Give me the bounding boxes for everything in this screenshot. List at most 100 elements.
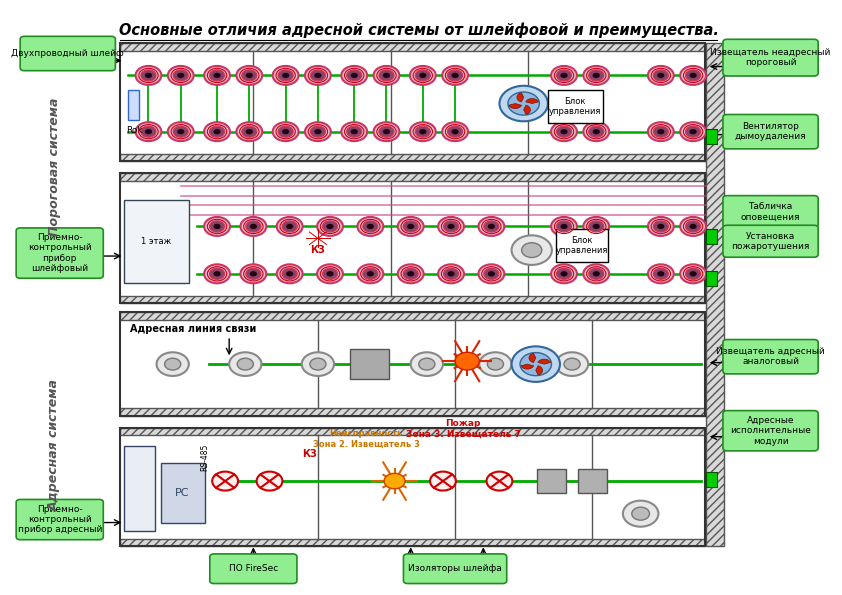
Circle shape: [593, 129, 600, 134]
Bar: [120, 408, 706, 416]
Circle shape: [442, 122, 468, 141]
Circle shape: [653, 221, 669, 232]
Circle shape: [488, 358, 504, 370]
Circle shape: [593, 224, 600, 229]
Circle shape: [584, 122, 609, 141]
Circle shape: [561, 129, 568, 134]
Circle shape: [210, 268, 225, 279]
Text: Двухпроводный шлейф: Двухпроводный шлейф: [12, 49, 124, 58]
Circle shape: [623, 500, 658, 527]
Circle shape: [680, 264, 706, 283]
Circle shape: [141, 126, 156, 137]
Circle shape: [479, 352, 512, 376]
Circle shape: [448, 126, 462, 137]
FancyBboxPatch shape: [723, 411, 818, 451]
Circle shape: [282, 268, 297, 279]
Circle shape: [141, 70, 156, 81]
Wedge shape: [521, 364, 534, 369]
Circle shape: [350, 129, 358, 134]
Circle shape: [165, 358, 181, 370]
Circle shape: [488, 224, 495, 229]
Bar: [556, 230, 609, 262]
Text: Табличка
оповещения: Табличка оповещения: [741, 202, 800, 221]
Bar: [350, 349, 389, 379]
Text: Приемно-
контрольный
прибор
шлейфовый: Приемно- контрольный прибор шлейфовый: [28, 233, 92, 273]
Circle shape: [305, 66, 331, 85]
Text: Адресные
исполнительные
модули: Адресные исполнительные модули: [730, 416, 811, 446]
Bar: [120, 428, 706, 546]
Wedge shape: [524, 105, 530, 114]
Bar: [120, 173, 706, 303]
Circle shape: [237, 66, 262, 85]
Circle shape: [358, 217, 383, 236]
Circle shape: [593, 271, 600, 277]
Circle shape: [499, 86, 548, 121]
Circle shape: [455, 352, 479, 370]
Bar: [706, 472, 717, 487]
Circle shape: [561, 271, 568, 277]
Circle shape: [419, 129, 426, 134]
Circle shape: [690, 129, 696, 134]
FancyBboxPatch shape: [723, 226, 818, 257]
Circle shape: [584, 264, 609, 283]
Circle shape: [246, 221, 261, 232]
Circle shape: [403, 221, 418, 232]
Circle shape: [557, 268, 572, 279]
Circle shape: [282, 221, 297, 232]
Circle shape: [250, 224, 257, 229]
Wedge shape: [529, 353, 536, 362]
Text: Извещатель неадресный
пороговый: Извещатель неадресный пороговый: [711, 48, 831, 67]
Circle shape: [488, 271, 495, 277]
Text: Извещатель адресный
аналоговый: Извещатель адресный аналоговый: [717, 347, 825, 367]
Circle shape: [438, 264, 464, 283]
Circle shape: [685, 126, 701, 137]
Circle shape: [250, 271, 257, 277]
Circle shape: [241, 217, 266, 236]
Circle shape: [242, 126, 257, 137]
Circle shape: [177, 129, 184, 134]
Circle shape: [552, 264, 577, 283]
Circle shape: [347, 70, 362, 81]
Circle shape: [168, 66, 194, 85]
Circle shape: [237, 122, 262, 141]
Text: Неисправность
Зона 2. Извещатель 3: Неисправность Зона 2. Извещатель 3: [313, 429, 420, 449]
Circle shape: [690, 224, 696, 229]
FancyBboxPatch shape: [403, 554, 507, 584]
Bar: [578, 469, 607, 493]
Circle shape: [658, 271, 664, 277]
Circle shape: [685, 221, 701, 232]
Circle shape: [350, 73, 358, 78]
Circle shape: [277, 264, 302, 283]
Circle shape: [589, 126, 604, 137]
Circle shape: [438, 217, 464, 236]
Bar: [128, 90, 139, 120]
Circle shape: [282, 73, 290, 78]
Circle shape: [430, 472, 456, 490]
Text: 1 этаж: 1 этаж: [141, 237, 172, 246]
Circle shape: [278, 70, 293, 81]
Circle shape: [213, 224, 221, 229]
Circle shape: [383, 129, 390, 134]
Circle shape: [379, 126, 394, 137]
Circle shape: [363, 221, 378, 232]
Circle shape: [273, 66, 299, 85]
Circle shape: [204, 264, 230, 283]
Circle shape: [379, 70, 394, 81]
Circle shape: [411, 352, 443, 376]
FancyBboxPatch shape: [723, 114, 818, 149]
Bar: [706, 129, 717, 143]
Bar: [120, 312, 706, 320]
Circle shape: [301, 352, 334, 376]
Circle shape: [277, 217, 302, 236]
Circle shape: [282, 129, 290, 134]
Circle shape: [658, 73, 664, 78]
Circle shape: [647, 217, 674, 236]
Bar: [120, 51, 706, 154]
Bar: [706, 271, 717, 286]
Circle shape: [213, 129, 221, 134]
Circle shape: [210, 70, 225, 81]
Circle shape: [552, 66, 577, 85]
Circle shape: [484, 221, 498, 232]
Bar: [161, 464, 205, 522]
Text: Вентилятор
дымоудаления: Вентилятор дымоудаления: [735, 122, 807, 142]
